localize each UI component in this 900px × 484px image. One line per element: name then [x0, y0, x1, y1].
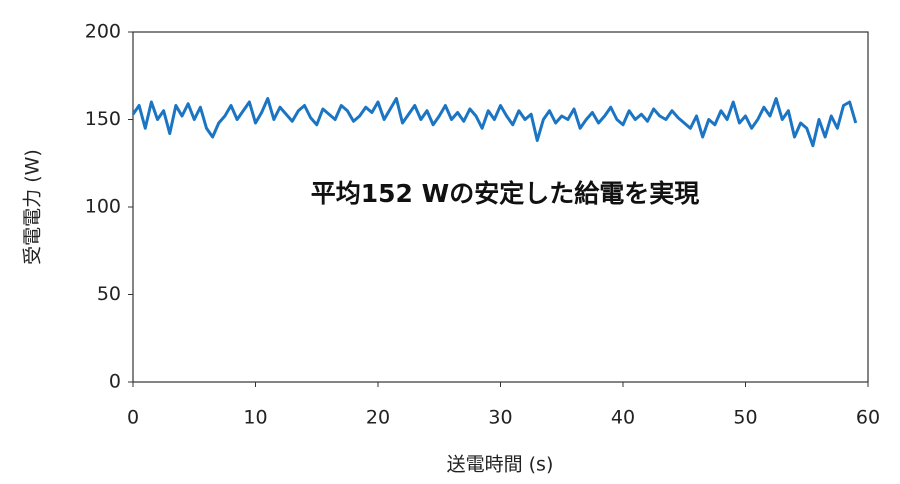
- x-tick-label: 30: [488, 407, 512, 429]
- x-tick-label: 10: [243, 407, 267, 429]
- x-tick-label: 60: [856, 407, 880, 429]
- y-tick-label: 50: [97, 283, 121, 305]
- x-tick-label: 0: [127, 407, 139, 429]
- x-axis-label: 送電時間 (s): [447, 454, 554, 476]
- y-tick-label: 200: [85, 21, 121, 43]
- y-tick-label: 150: [85, 108, 121, 130]
- x-tick-label: 50: [733, 407, 757, 429]
- x-tick-label: 40: [611, 407, 635, 429]
- y-axis-label: 受電電力 (W): [22, 149, 44, 265]
- y-tick-label: 0: [109, 371, 121, 393]
- y-tick-label: 100: [85, 196, 121, 218]
- annotation: 平均152 Wの安定した給電を実現: [311, 179, 699, 208]
- data-line: [131, 97, 858, 148]
- x-tick-label: 20: [366, 407, 390, 429]
